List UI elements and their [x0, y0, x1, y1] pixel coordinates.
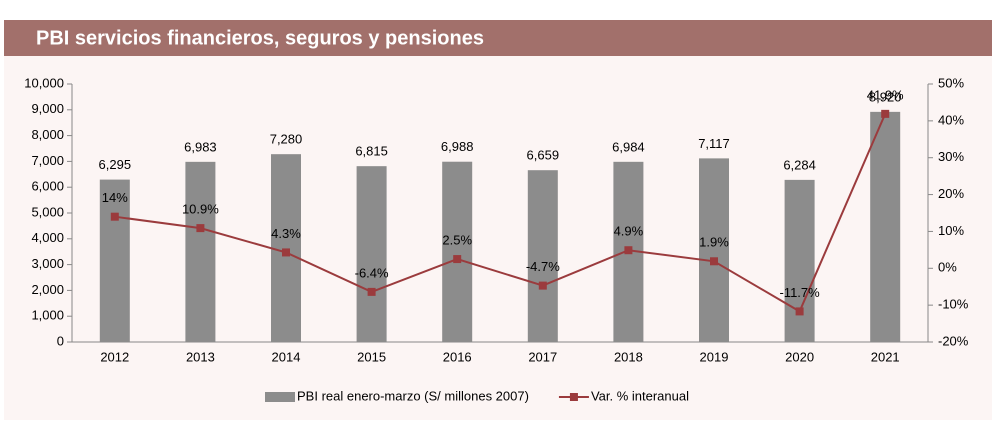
bar [442, 161, 473, 342]
bar-label: 6,659 [527, 148, 560, 163]
point-label: 4.3% [271, 226, 301, 241]
y-tick-label: 3,000 [31, 256, 64, 271]
x-tick-label: 2017 [528, 349, 557, 364]
chart-title: PBI servicios financieros, seguros y pen… [36, 27, 484, 49]
point-label: -4.7% [526, 259, 560, 274]
point-label: -11.7% [779, 285, 820, 300]
point [282, 248, 290, 257]
point [881, 109, 890, 118]
bar-label: 7,117 [698, 136, 730, 151]
bar-label: 8,920 [869, 89, 902, 104]
point-label: 4.9% [614, 224, 644, 239]
header [4, 20, 992, 56]
y2-tick-label: 30% [938, 149, 964, 164]
y2-tick-label: 20% [938, 186, 964, 201]
y2-tick-label: 10% [938, 223, 964, 238]
x-tick-label: 2016 [443, 349, 472, 364]
bar-label: 6,984 [612, 139, 645, 154]
x-tick-label: 2014 [272, 349, 301, 364]
point [196, 224, 205, 233]
bar [99, 179, 130, 342]
x-tick-label: 2019 [700, 349, 729, 364]
bar [527, 170, 558, 342]
bar-label: 7,280 [270, 132, 303, 147]
bar [356, 166, 387, 342]
point-label: 10.9% [182, 202, 219, 217]
bar-label: 6,295 [99, 157, 132, 172]
x-tick-label: 2021 [871, 349, 900, 364]
y-tick-label: 4,000 [31, 230, 64, 245]
point [110, 212, 119, 221]
legend-label: PBI real enero-marzo (S/ millones 2007) [297, 388, 529, 403]
bar [699, 158, 729, 342]
point [367, 287, 376, 296]
y-tick-label: 6,000 [31, 179, 64, 194]
legend-swatch [265, 392, 295, 402]
legend-label: Var. % interanual [591, 388, 689, 403]
y2-tick-label: 50% [938, 75, 964, 90]
y2-tick-label: 0% [938, 260, 957, 275]
bar-label: 6,988 [441, 139, 474, 154]
point-label: 2.5% [442, 233, 472, 248]
point [538, 281, 547, 290]
bar [870, 111, 901, 342]
y2-tick-label: 40% [938, 112, 964, 127]
legend-swatch [569, 393, 578, 401]
point [710, 257, 718, 266]
x-tick-label: 2020 [785, 349, 814, 364]
bar [185, 161, 216, 342]
x-tick-label: 2012 [100, 349, 129, 364]
y-tick-label: 0 [57, 333, 64, 348]
y-tick-label: 8,000 [31, 127, 64, 142]
y2-tick-label: -10% [938, 297, 969, 312]
y-tick-label: 9,000 [31, 101, 64, 116]
point-label: 41.9% [867, 87, 904, 102]
y-tick-label: 2,000 [31, 282, 64, 297]
point [795, 307, 804, 316]
x-tick-label: 2015 [357, 349, 386, 364]
y-tick-label: 1,000 [31, 308, 64, 323]
point [624, 246, 633, 255]
point-label: 14% [102, 190, 128, 205]
y-tick-label: 10,000 [24, 75, 64, 90]
x-tick-label: 2018 [614, 349, 643, 364]
bar [271, 154, 301, 342]
x-tick-label: 2013 [186, 349, 215, 364]
bar-label: 6,983 [184, 139, 217, 154]
panel [4, 20, 992, 420]
y-tick-label: 7,000 [31, 153, 64, 168]
line [114, 113, 887, 313]
point-label: -6.4% [355, 265, 389, 280]
point-label: 1.9% [699, 235, 729, 250]
y2-tick-label: -20% [938, 333, 969, 348]
point [453, 255, 462, 264]
bar [784, 179, 815, 342]
bar-label: 6,284 [783, 157, 816, 172]
bar-label: 6,815 [355, 144, 388, 159]
y-tick-label: 5,000 [31, 204, 64, 219]
